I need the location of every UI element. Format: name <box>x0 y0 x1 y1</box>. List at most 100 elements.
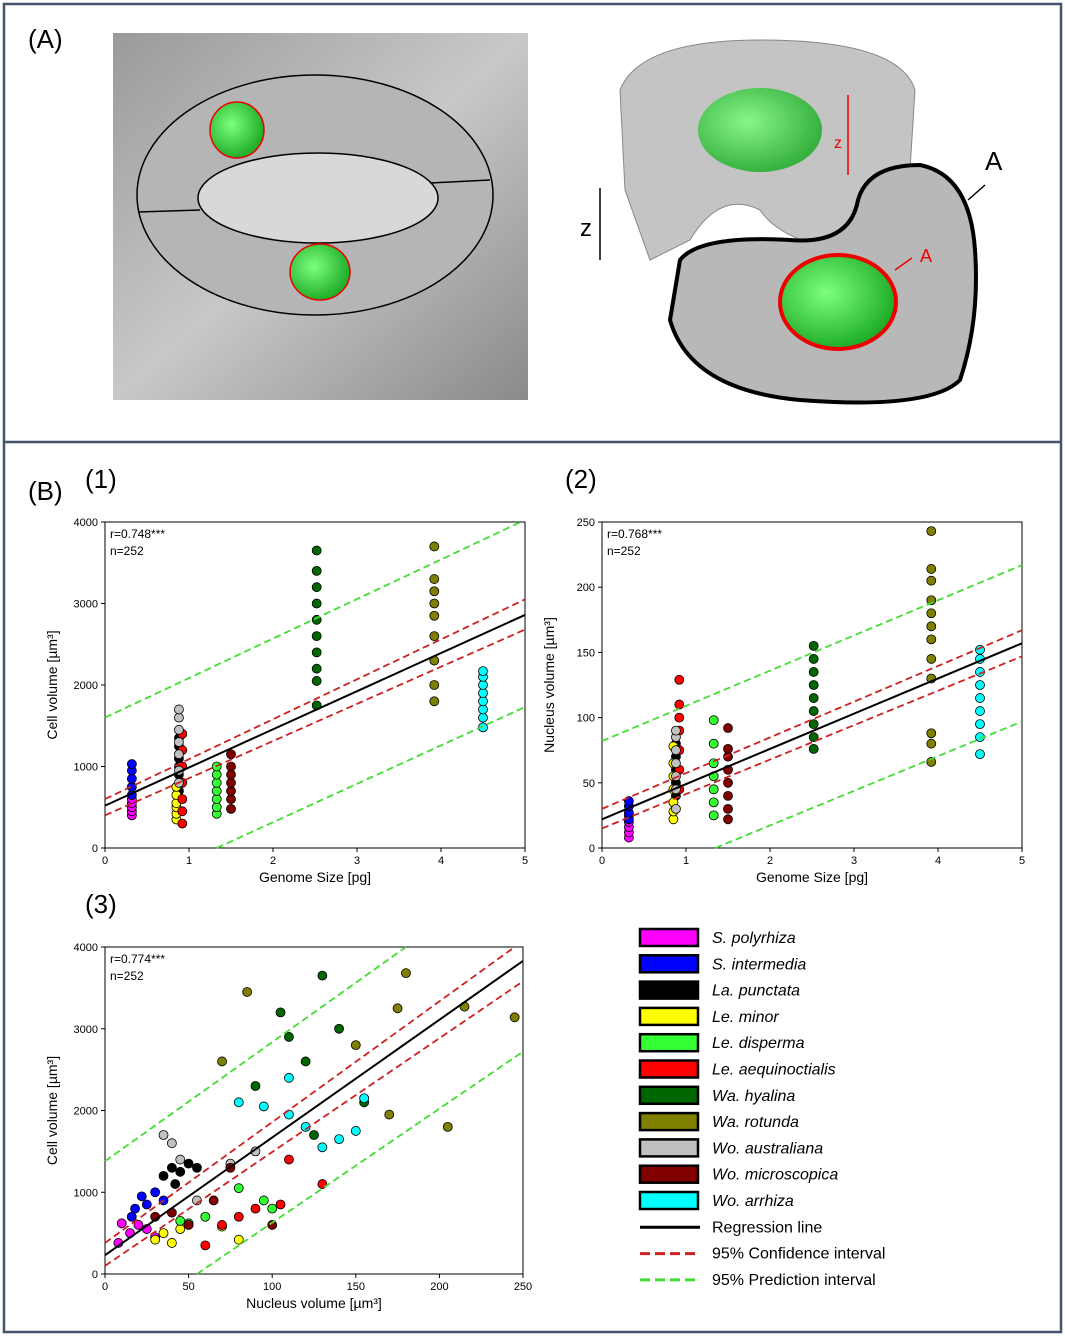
point <box>671 803 681 814</box>
legend-swatch <box>638 1059 700 1079</box>
point <box>192 1162 202 1173</box>
point <box>723 814 733 825</box>
x-tick-label: 0 <box>599 855 605 867</box>
fit-line <box>104 946 516 1244</box>
point <box>211 802 222 813</box>
point <box>311 647 322 658</box>
x-tick-label: 4 <box>438 855 444 867</box>
x-tick-label: 250 <box>514 1281 532 1293</box>
annotation: r=0.768*** <box>607 527 662 541</box>
point <box>177 818 188 829</box>
point <box>141 1199 152 1210</box>
point <box>158 1171 169 1181</box>
point <box>136 1191 147 1202</box>
fit-line <box>601 564 1023 742</box>
diagram: z A z A <box>580 39 1003 405</box>
y-tick-label: 3000 <box>74 599 98 611</box>
point <box>158 1228 169 1239</box>
legend-label: Le. disperma <box>712 1035 805 1052</box>
point <box>674 699 685 710</box>
point <box>275 1007 286 1018</box>
legend-label: Le. aequinoctialis <box>712 1062 836 1079</box>
fit-line <box>104 613 526 807</box>
x-tick-label: 0 <box>102 1281 108 1293</box>
point <box>275 1199 286 1210</box>
point <box>267 1203 278 1214</box>
y-tick-label: 4000 <box>74 942 98 954</box>
x-tick-label: 150 <box>347 1281 365 1293</box>
point <box>166 1138 177 1149</box>
annotation: r=0.748*** <box>110 527 165 541</box>
point <box>258 1195 269 1206</box>
panel-label: (B) <box>28 476 63 506</box>
point <box>174 737 184 747</box>
x-tick-label: 50 <box>182 1281 194 1293</box>
point <box>926 634 937 645</box>
point <box>150 1234 161 1245</box>
y-tick-label: 150 <box>577 647 595 659</box>
fit-line <box>601 655 1023 830</box>
point <box>284 1154 294 1165</box>
point <box>200 1240 211 1251</box>
fit-line <box>196 1050 524 1275</box>
point <box>808 743 819 754</box>
point <box>166 1162 177 1173</box>
point <box>509 1012 520 1023</box>
legend-swatch <box>638 980 700 1000</box>
point <box>429 598 440 609</box>
point <box>170 1179 181 1189</box>
annotation: n=252 <box>110 969 144 983</box>
fit-line <box>601 642 1023 821</box>
point <box>808 706 819 716</box>
point <box>311 676 322 686</box>
point <box>674 712 685 723</box>
point <box>226 749 236 760</box>
point <box>708 715 719 726</box>
legend-swatch <box>638 927 700 948</box>
fit-line <box>104 946 407 1162</box>
chart-label: (2) <box>565 464 597 494</box>
point <box>674 674 685 685</box>
y-tick-label: 200 <box>577 582 595 594</box>
plot-frame <box>601 521 1023 849</box>
diagram-label: A <box>920 246 932 266</box>
point <box>671 745 681 756</box>
diagram-label: z <box>580 215 592 242</box>
point <box>226 786 236 796</box>
point <box>175 1224 186 1234</box>
point <box>708 810 719 821</box>
point <box>250 1203 261 1214</box>
x-tick-label: 100 <box>263 1281 281 1293</box>
point <box>233 1097 244 1108</box>
fit-line <box>216 706 526 849</box>
point <box>200 1211 211 1222</box>
y-tick-label: 250 <box>577 517 595 529</box>
point <box>208 1195 219 1206</box>
point <box>478 712 488 723</box>
x-tick-label: 5 <box>522 855 528 867</box>
y-tick-label: 3000 <box>74 1024 98 1036</box>
y-axis-title: Cell volume [µm³] <box>44 1056 60 1165</box>
point <box>174 704 184 715</box>
x-tick-label: 200 <box>430 1281 448 1293</box>
point <box>166 1238 177 1248</box>
point <box>226 794 236 804</box>
point <box>926 564 937 574</box>
point <box>926 728 937 739</box>
point <box>226 761 236 772</box>
x-tick-label: 3 <box>354 855 360 867</box>
x-axis-title: Genome Size [pg] <box>756 869 868 885</box>
legend-swatch <box>638 1111 700 1132</box>
y-tick-label: 2000 <box>74 1106 98 1118</box>
point <box>311 545 322 556</box>
point <box>808 640 819 651</box>
point <box>183 1158 194 1169</box>
x-tick-label: 0 <box>102 855 108 867</box>
point <box>478 688 488 699</box>
point <box>233 1234 244 1245</box>
point <box>311 631 322 641</box>
legend-label: S. intermedia <box>712 956 806 973</box>
fit-line <box>104 598 526 800</box>
point <box>708 797 719 808</box>
